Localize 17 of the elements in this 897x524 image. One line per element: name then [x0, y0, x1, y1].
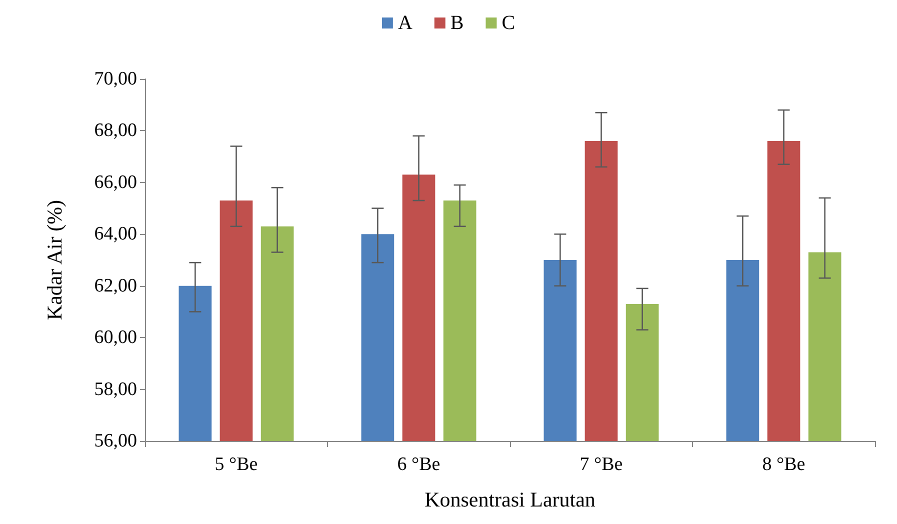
x-tick-label: 5 °Be — [214, 454, 258, 475]
y-tick-label: 56,00 — [94, 430, 137, 452]
y-tick-label: 64,00 — [94, 224, 137, 245]
y-tick-label: 66,00 — [94, 172, 137, 193]
legend-label: B — [450, 12, 464, 34]
x-tick-label: 8 °Be — [762, 454, 806, 475]
y-tick-label: 60,00 — [94, 327, 137, 348]
x-tick-label: 6 °Be — [397, 454, 440, 475]
y-tick-label: 70,00 — [94, 68, 137, 90]
y-tick-label: 68,00 — [94, 120, 137, 142]
legend-label: A — [398, 12, 413, 34]
x-axis-title: Konsentrasi Larutan — [424, 488, 596, 512]
y-tick-label: 62,00 — [94, 275, 137, 296]
y-tick-label: 58,00 — [94, 378, 137, 400]
y-axis-title: Kadar Air (%) — [42, 200, 66, 320]
x-tick-label: 7 °Be — [580, 454, 623, 475]
legend-label: C — [502, 12, 516, 34]
